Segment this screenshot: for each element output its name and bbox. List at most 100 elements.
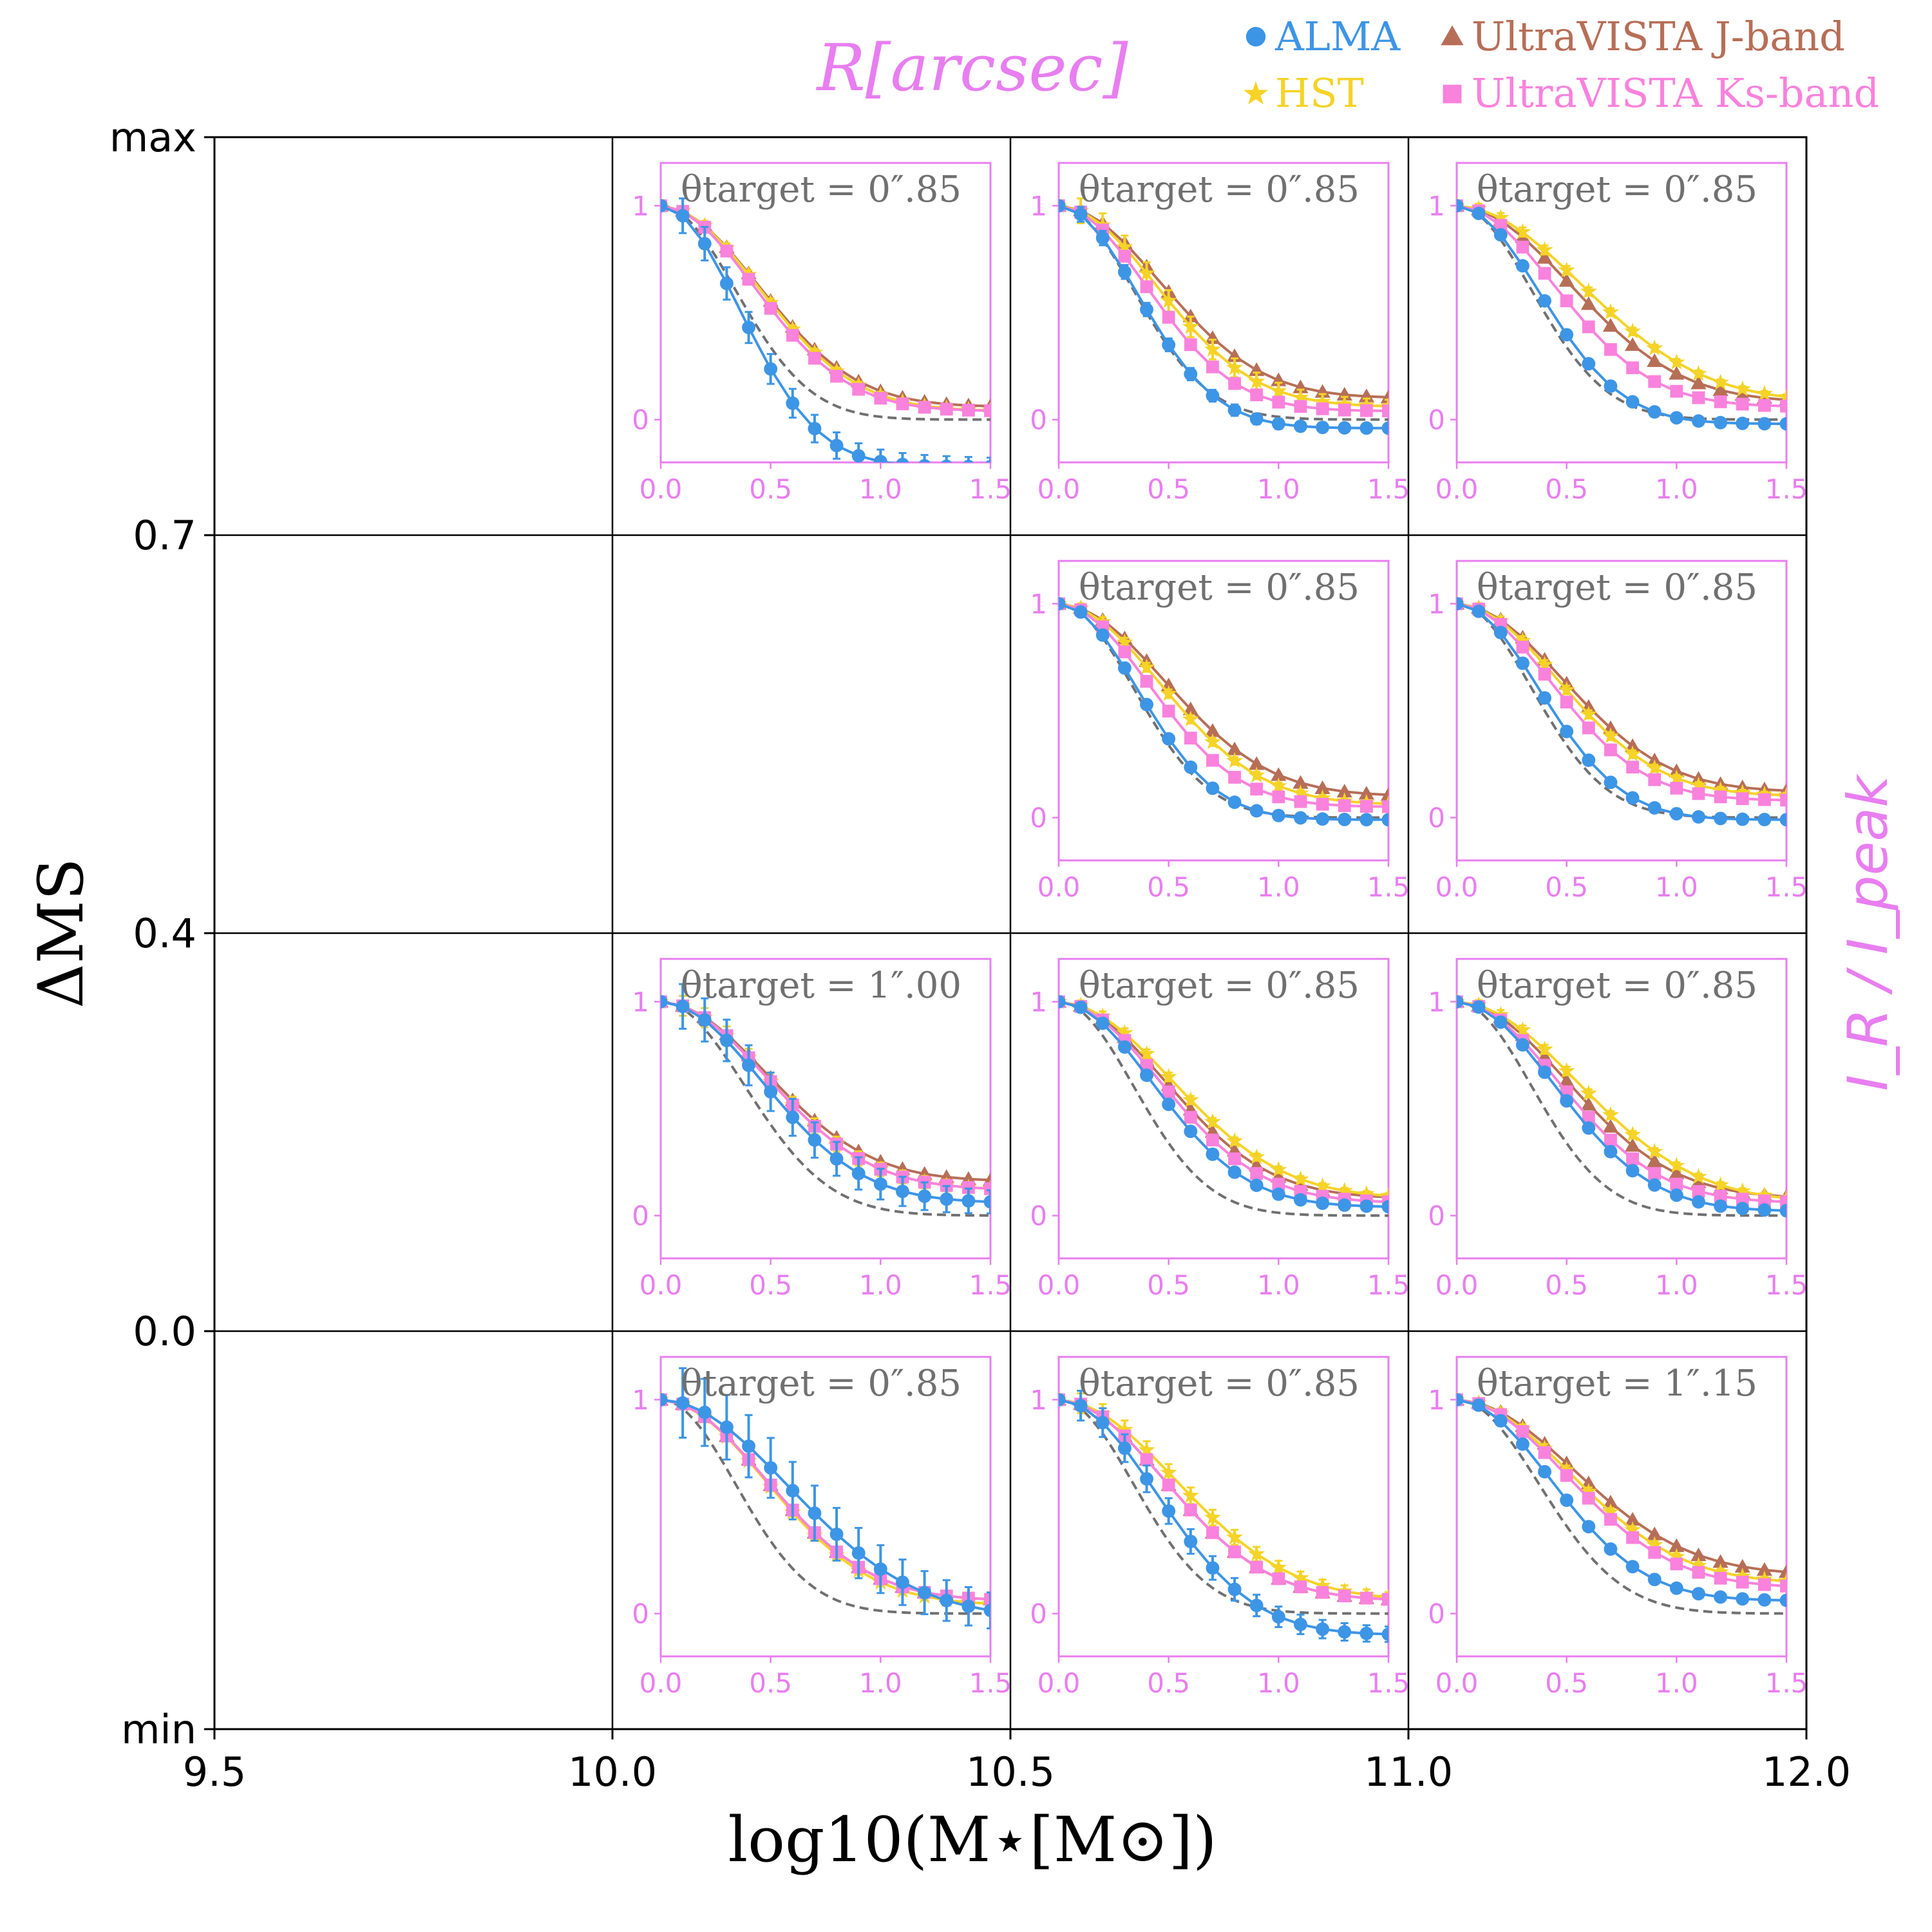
alma-point xyxy=(786,1484,800,1498)
inset-frame xyxy=(1057,958,1390,1260)
inset-x-tick-label: 0.5 xyxy=(1147,1269,1190,1301)
ksband-point xyxy=(1228,377,1241,390)
hst-point xyxy=(1138,658,1155,675)
hst-point xyxy=(1646,759,1663,775)
jband-point xyxy=(1204,330,1221,345)
ksband-point xyxy=(961,403,975,417)
alma-point xyxy=(1249,1598,1264,1613)
jband-point xyxy=(1293,775,1309,789)
alma-point xyxy=(719,1034,734,1047)
jband-line xyxy=(661,204,990,408)
inset-y-tick-label: 0 xyxy=(632,1598,649,1630)
inset-y-tick-label: 1 xyxy=(632,986,649,1018)
inset-x-tick-label: 0.5 xyxy=(1545,1269,1588,1301)
alma-point xyxy=(918,1586,932,1600)
inset-series-group xyxy=(1457,196,1786,431)
ksband-point xyxy=(1516,240,1530,254)
inset-series-group xyxy=(1059,992,1388,1217)
alma-line xyxy=(1457,602,1786,821)
alma-point xyxy=(661,198,668,213)
ksband-point xyxy=(1714,1189,1727,1203)
alma-point xyxy=(1582,357,1596,371)
x-tick-label: 11.0 xyxy=(1364,1748,1453,1795)
ksband-point xyxy=(1604,743,1617,757)
ksband-point xyxy=(1494,218,1508,232)
alma-point xyxy=(1560,1094,1574,1108)
alma-point xyxy=(1249,804,1264,818)
inset-x-tick-label: 1.5 xyxy=(1765,871,1808,903)
alma-point xyxy=(1582,1121,1596,1135)
alma-point xyxy=(1692,810,1705,824)
ksband-point xyxy=(1714,790,1727,804)
psf-profile-line xyxy=(1457,1398,1786,1615)
alma-point xyxy=(1162,732,1176,746)
hst-point xyxy=(1712,781,1729,797)
psf-profile-line xyxy=(661,204,990,421)
hst-point xyxy=(1116,238,1133,254)
ksband-point xyxy=(1648,1167,1662,1180)
inset-y-tick-label: 1 xyxy=(1428,588,1445,620)
theta-target-label: θtarget = 0″.85 xyxy=(1079,1363,1359,1405)
inset-frame xyxy=(1057,162,1390,464)
hst-point xyxy=(1314,393,1331,409)
inset-frame xyxy=(659,958,992,1260)
alma-point xyxy=(851,1166,866,1180)
inset-y-tick-label: 0 xyxy=(1030,404,1047,436)
ksband-point xyxy=(1316,1586,1329,1599)
jband-line xyxy=(1059,602,1388,797)
ksband-point xyxy=(1736,1575,1749,1589)
alma-point xyxy=(963,460,974,462)
alma-point xyxy=(1560,724,1574,739)
inset-x-tick-label: 0.0 xyxy=(1435,473,1479,505)
alma-point xyxy=(940,1192,954,1206)
hst-line xyxy=(661,1398,990,1605)
theta-target-label: θtarget = 0″.85 xyxy=(681,1363,961,1405)
hst-point xyxy=(1204,1113,1221,1130)
alma-point xyxy=(1140,1472,1153,1486)
ksband-point xyxy=(1316,797,1329,811)
y-tick-label: min xyxy=(121,1706,196,1753)
ksband-point xyxy=(1692,1566,1705,1579)
alma-point xyxy=(1493,228,1508,242)
hst-point xyxy=(1270,1558,1287,1575)
alma-point xyxy=(1227,795,1242,810)
outer-grid xyxy=(213,136,1808,1730)
ksband-point xyxy=(1626,761,1639,774)
y-tick-label: 0.7 xyxy=(133,512,196,559)
alma-point xyxy=(1059,994,1066,1009)
ksband-point xyxy=(1692,787,1705,800)
ksband-point xyxy=(1670,781,1683,795)
inset-x-tick-label: 1.0 xyxy=(859,473,902,505)
alma-point xyxy=(1560,1493,1574,1507)
hst-point xyxy=(1116,1421,1133,1437)
x-tick-label: 12.0 xyxy=(1762,1748,1851,1795)
alma-point xyxy=(1714,1590,1728,1604)
ksband-point xyxy=(940,402,953,416)
ksband-point xyxy=(1757,1578,1771,1591)
hst-point xyxy=(1558,261,1575,278)
hst-point xyxy=(1314,1577,1331,1593)
alma-point xyxy=(1074,1399,1088,1413)
ksband-point xyxy=(1604,343,1617,356)
hst-point xyxy=(1734,380,1751,397)
hst-point xyxy=(1160,685,1177,701)
inset-y-tick-label: 1 xyxy=(1030,986,1047,1018)
inset-series-group xyxy=(1059,594,1388,827)
alma-point xyxy=(1493,1015,1508,1029)
hst-point xyxy=(1514,223,1531,240)
inset-x-tick-label: 0.0 xyxy=(639,1667,683,1699)
ksband-point xyxy=(1382,800,1388,813)
inset-y-tick-label: 0 xyxy=(1428,802,1445,834)
hst-point xyxy=(1690,1168,1707,1184)
alma-point xyxy=(1249,412,1264,426)
inset-x-tick-label: 1.0 xyxy=(1655,871,1698,903)
alma-point xyxy=(1757,1203,1772,1217)
inset-y-tick-label: 0 xyxy=(632,404,649,436)
inset-x-tick-label: 0.0 xyxy=(1037,1269,1081,1301)
alma-point xyxy=(1604,1542,1618,1556)
hst-point xyxy=(1602,1503,1619,1519)
psf-profile-line xyxy=(1457,1000,1786,1217)
jband-point xyxy=(1380,787,1388,801)
ksband-line xyxy=(1059,204,1388,412)
